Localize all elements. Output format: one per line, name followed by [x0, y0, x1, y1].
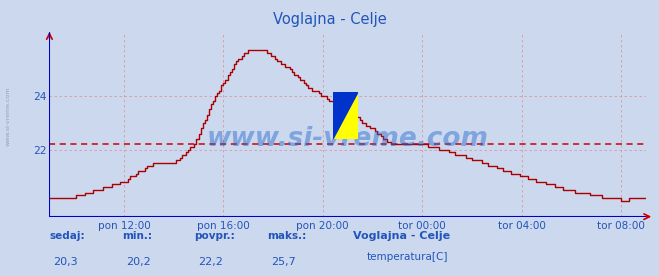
Text: 20,3: 20,3	[53, 257, 78, 267]
Text: maks.:: maks.:	[267, 231, 306, 241]
Text: www.si-vreme.com: www.si-vreme.com	[207, 126, 488, 152]
Text: 20,2: 20,2	[126, 257, 151, 267]
Text: min.:: min.:	[122, 231, 152, 241]
Text: Voglajna - Celje: Voglajna - Celje	[273, 12, 386, 27]
Polygon shape	[333, 92, 358, 139]
Text: sedaj:: sedaj:	[49, 231, 85, 241]
Polygon shape	[333, 92, 358, 139]
Text: temperatura[C]: temperatura[C]	[366, 252, 448, 262]
Text: Voglajna - Celje: Voglajna - Celje	[353, 231, 449, 241]
Text: www.si-vreme.com: www.si-vreme.com	[5, 86, 11, 146]
Text: 25,7: 25,7	[271, 257, 296, 267]
Text: 22,2: 22,2	[198, 257, 223, 267]
Text: povpr.:: povpr.:	[194, 231, 235, 241]
